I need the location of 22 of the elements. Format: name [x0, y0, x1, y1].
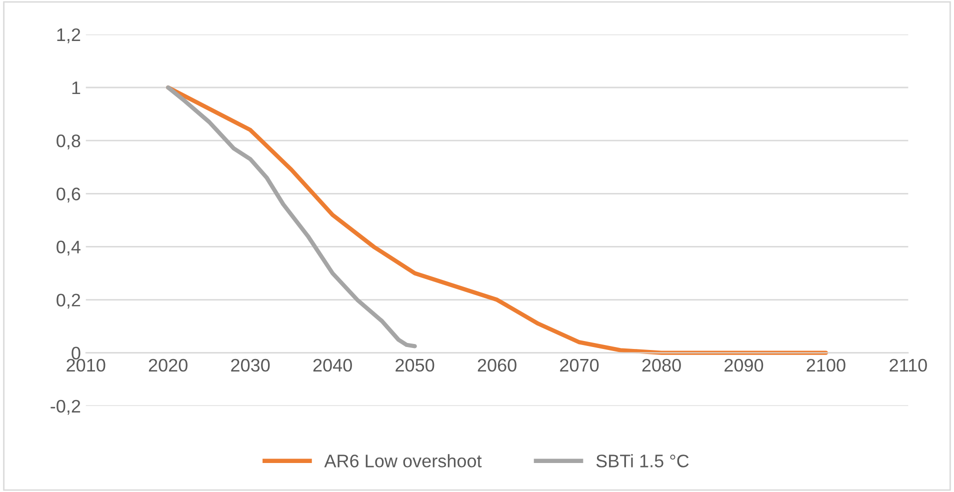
line-series — [166, 85, 417, 348]
x-tick-label: 2060 — [478, 358, 516, 372]
x-tick-label: 2010 — [66, 358, 106, 372]
x-tick-label: 2100 — [806, 358, 846, 372]
x-tick-label: 2020 — [148, 358, 188, 372]
y-tick-label: -0,2 — [50, 400, 80, 415]
legend-label: AR6 Low overshoot — [324, 454, 482, 468]
x-tick-label: 2110 — [890, 358, 927, 372]
legend-label: SBTi 1.5 °C — [596, 454, 689, 468]
y-tick-label: 1 — [72, 82, 80, 94]
y-tick-label: 0 — [72, 346, 80, 360]
x-tick-label: 2080 — [642, 358, 681, 372]
y-tick-label: 0,2 — [56, 294, 80, 309]
y-tick-label: 0,8 — [56, 134, 80, 150]
y-tick-label: 0,4 — [56, 240, 80, 256]
y-tick-label: 0,6 — [56, 188, 80, 202]
y-tick-label: 1,2 — [57, 28, 80, 44]
x-tick-label: 2040 — [313, 358, 352, 372]
x-tick-label: 2070 — [560, 358, 599, 372]
x-tick-label: 2090 — [724, 358, 764, 372]
x-tick-label: 2050 — [396, 358, 434, 372]
x-tick-label: 2030 — [231, 358, 270, 372]
